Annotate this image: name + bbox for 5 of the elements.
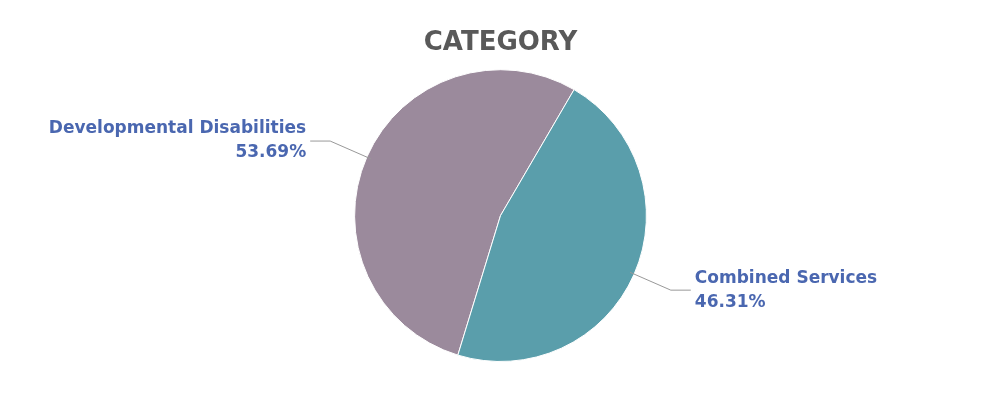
data-label: 46.31%	[694, 290, 766, 311]
data-label: 53.69%	[235, 141, 307, 162]
chart-title: CATEGORY	[423, 26, 579, 57]
slice-label: Combined Services	[694, 266, 878, 287]
slice-label: Developmental Disabilities	[48, 117, 307, 138]
